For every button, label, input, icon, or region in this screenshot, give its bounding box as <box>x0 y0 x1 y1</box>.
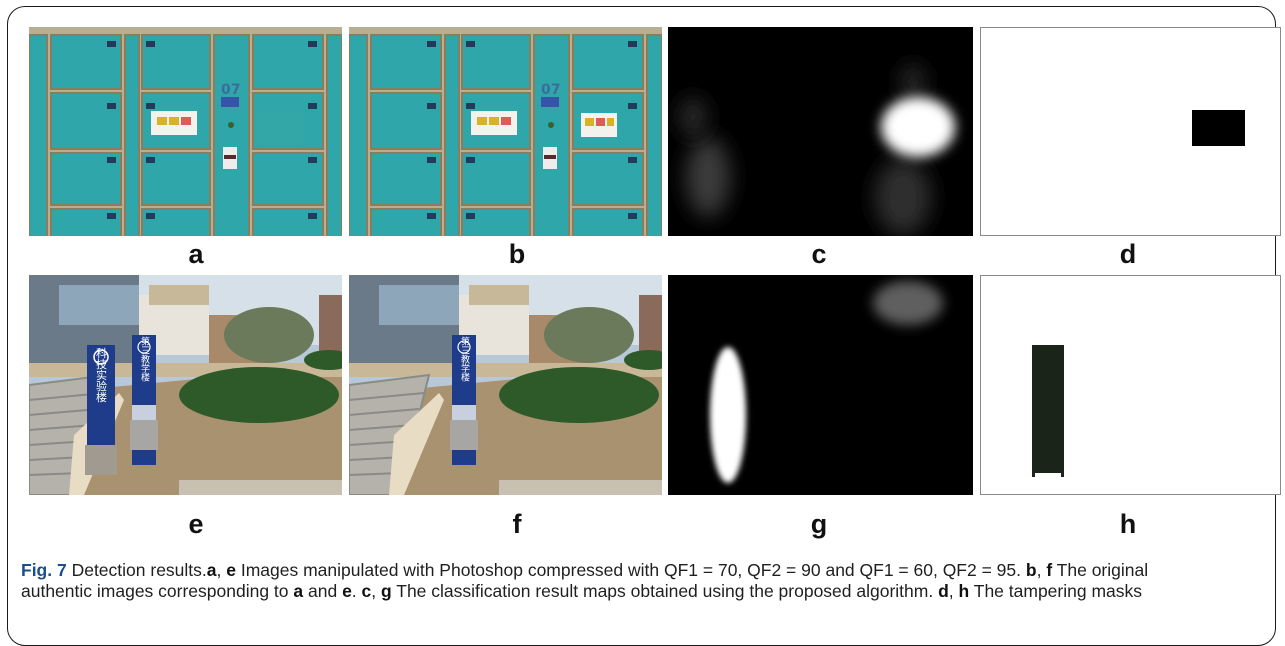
ref-e: e <box>226 560 236 580</box>
caption-text: authentic images corresponding to <box>21 581 294 601</box>
panel-h-mask <box>980 275 1281 495</box>
result-map-g <box>668 275 973 495</box>
caption-line-1: Fig. 7 Detection results.a, e Images man… <box>21 560 1266 581</box>
caption-title: Detection results. <box>71 560 207 580</box>
panel-d-mask <box>980 27 1281 236</box>
sep: , <box>948 581 959 601</box>
tampering-mask-d <box>980 27 1281 236</box>
figure-number: Fig. 7 <box>21 560 67 580</box>
result-map-c <box>668 27 973 236</box>
locker-photo-tampered: 07 <box>29 27 342 236</box>
svg-text:第三教学楼: 第三教学楼 <box>139 335 150 382</box>
panel-c-result-map <box>668 27 973 236</box>
ref-d: d <box>938 581 949 601</box>
sign-left-text: 科技实验楼 <box>95 346 108 403</box>
panel-label-c: c <box>811 239 827 269</box>
building-photo-tampered: 科技实验楼 第三教学楼 <box>29 275 342 495</box>
panel-label-f: f <box>512 509 522 539</box>
ref-a: a <box>206 560 217 580</box>
figure-caption: Fig. 7 Detection results.a, e Images man… <box>21 560 1266 602</box>
panel-g-result-map <box>668 275 973 495</box>
panel-e-image: 科技实验楼 第三教学楼 <box>29 275 342 495</box>
panel-label-b: b <box>508 239 526 269</box>
sep: , <box>371 581 381 601</box>
caption-text: The tampering masks <box>969 581 1143 601</box>
panel-label-g: g <box>810 509 828 539</box>
tampering-mask-h <box>980 275 1281 495</box>
ref-b: b <box>1025 560 1037 580</box>
svg-text:07: 07 <box>541 82 560 98</box>
sep: , <box>1036 560 1047 580</box>
building-photo-original: 第三教学楼 <box>349 275 662 495</box>
caption-line-2: authentic images corresponding to a and … <box>21 581 1266 602</box>
panel-label-e: e <box>188 509 204 539</box>
caption-text: Images manipulated with Photoshop compre… <box>235 560 1026 580</box>
ref-h: h <box>958 581 970 601</box>
sep: , <box>216 560 227 580</box>
panel-a-image: 07 <box>29 27 342 236</box>
panel-label-d: d <box>1119 239 1137 269</box>
ref-e: e <box>342 581 352 601</box>
panel-label-a: a <box>188 239 204 269</box>
ref-a: a <box>293 581 304 601</box>
ref-c: c <box>361 581 372 601</box>
sign-right-text: 第三教学楼 <box>459 335 470 382</box>
panel-label-h: h <box>1119 509 1137 539</box>
caption-text: The original <box>1052 560 1149 580</box>
ref-g: g <box>381 581 392 601</box>
locker-photo-original: 07 <box>349 27 662 236</box>
ref-f: f <box>1046 560 1053 580</box>
caption-text: . <box>351 581 362 601</box>
panel-f-image: 第三教学楼 <box>349 275 662 495</box>
caption-text: and <box>303 581 343 601</box>
panel-b-image: 07 <box>349 27 662 236</box>
caption-text: The classification result maps obtained … <box>391 581 939 601</box>
svg-text:07: 07 <box>221 82 240 98</box>
